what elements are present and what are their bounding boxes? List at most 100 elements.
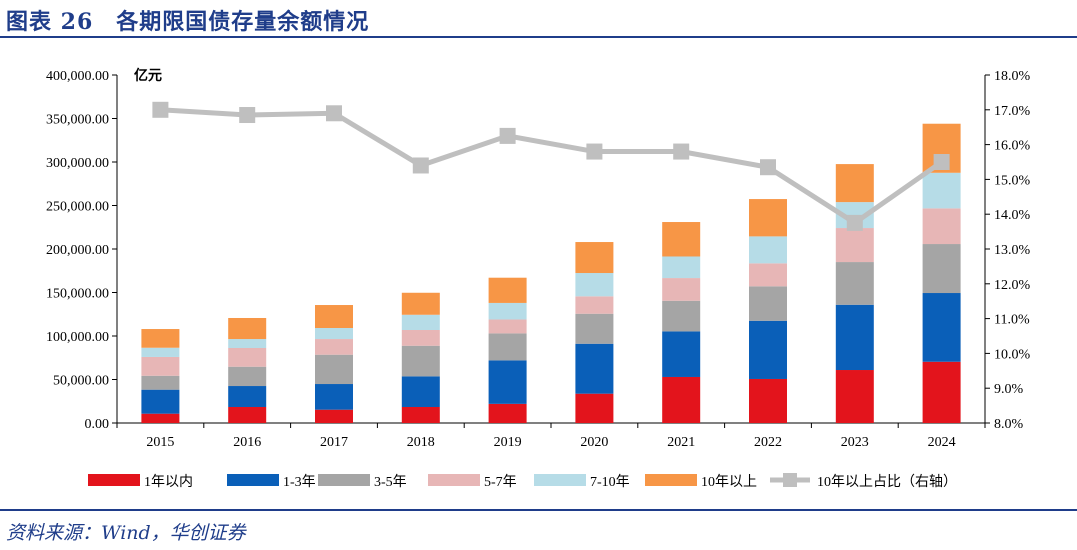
ratio-point [152,101,169,118]
bar-segment [922,208,961,245]
bar-segment [662,256,701,279]
x-tick-label: 2016 [233,435,261,450]
bar-segment [488,360,527,404]
ratio-point [673,143,690,160]
bar-segment [575,273,614,297]
bar-segment [401,329,440,346]
ratio-point [760,159,776,176]
legend-label: 5-7年 [484,474,517,490]
y-tick-label: 50,000.00 [53,374,109,389]
bar-segment [141,375,180,390]
bar-segment [575,393,614,423]
x-tick-label: 2024 [928,435,956,450]
ratio-point [326,105,342,122]
legend-label: 7-10年 [590,474,630,490]
bar-segment [835,262,874,305]
bar-segment [141,413,180,423]
bar-segment [749,320,787,379]
source-note: 资料来源：Wind，华创证券 [6,522,246,544]
y2-tick-label: 15.0% [994,173,1031,188]
bar-segment [662,222,701,257]
x-tick-label: 2019 [494,435,522,450]
legend-marker-swatch [783,473,797,487]
bar-segment [315,305,353,328]
y-tick-label: 400,000.00 [46,69,109,84]
y-tick-label: 100,000.00 [46,330,109,345]
y-tick-label: 0.00 [85,417,110,432]
bar-segment [141,356,180,376]
bar-segment [228,406,267,423]
bar-segment [575,313,614,344]
x-tick-label: 2015 [146,435,174,450]
bar-segment [662,331,701,377]
bar-segment [488,333,527,361]
ratio-point [499,127,516,144]
bar-segment [228,366,267,387]
ratio-point [412,157,429,174]
ratio-point [933,154,950,170]
y2-tick-label: 14.0% [994,208,1031,223]
bar-segment [835,228,874,263]
bar-segment [922,244,961,294]
bar-segment [228,348,267,367]
legend-swatch [227,474,279,486]
bar-segment [662,376,701,423]
y2-tick-label: 11.0% [994,313,1030,328]
bar-segment [749,199,787,237]
x-tick-label: 2020 [580,435,608,450]
bar-segment [315,339,353,355]
x-tick-label: 2023 [841,435,869,450]
bar-segment [488,302,527,320]
y2-tick-label: 17.0% [994,104,1031,119]
y2-tick-label: 18.0% [994,69,1031,84]
bar-segment [401,376,440,407]
bar-segment [141,389,180,414]
y2-tick-label: 10.0% [994,347,1031,362]
stacked-bar-line-chart: 0.00 50,000.00 100,000.00 150,000.00 200,000… [46,67,1031,490]
bar-segment [749,286,787,321]
bar-segment [315,354,353,385]
y2-tick-label: 8.0% [994,417,1024,432]
bar-segment [749,236,787,264]
bar-segment [922,361,961,423]
y-tick-label: 250,000.00 [46,200,109,215]
source-divider [0,509,1077,511]
bar-segment [488,319,527,334]
y-tick-label: 150,000.00 [46,287,109,302]
bar-segment [141,347,180,357]
bar-segment [401,314,440,330]
y-tick-label: 300,000.00 [46,156,109,171]
bar-segment [228,339,267,349]
bar-segment [575,343,614,394]
bar-segment [488,277,527,303]
bar-segment [401,292,440,315]
bar-segment [835,304,874,371]
y2-tick-label: 9.0% [994,382,1024,397]
x-tick-label: 2022 [754,435,782,450]
y2-tick-label: 12.0% [994,278,1031,293]
bar-segment [662,278,701,301]
x-tick-label: 2018 [407,435,435,450]
x-tick-label: 2021 [667,435,695,450]
bar-segment [228,317,267,340]
bar-segment [575,296,614,314]
legend-swatch [534,474,586,486]
legend-label: 1年以内 [144,474,193,490]
y2-tick-label: 13.0% [994,243,1031,258]
legend-label: 3-5年 [374,474,407,490]
bar-segment [749,378,787,423]
ratio-line [160,107,944,226]
bar-segment [749,263,787,287]
bar-segment [922,172,961,209]
bar-segment [228,386,267,407]
bar-segment [662,300,701,332]
figure-title: 图表 26 各期限国债存量余额情况 [6,9,370,35]
bar-segment [401,406,440,423]
bar-segment [141,329,180,348]
ratio-point [239,107,256,124]
y2-tick-label: 16.0% [994,139,1031,154]
legend-swatch [318,474,370,486]
bar-segment [315,327,353,340]
legend-swatch [645,474,697,486]
ratio-point [586,143,603,160]
